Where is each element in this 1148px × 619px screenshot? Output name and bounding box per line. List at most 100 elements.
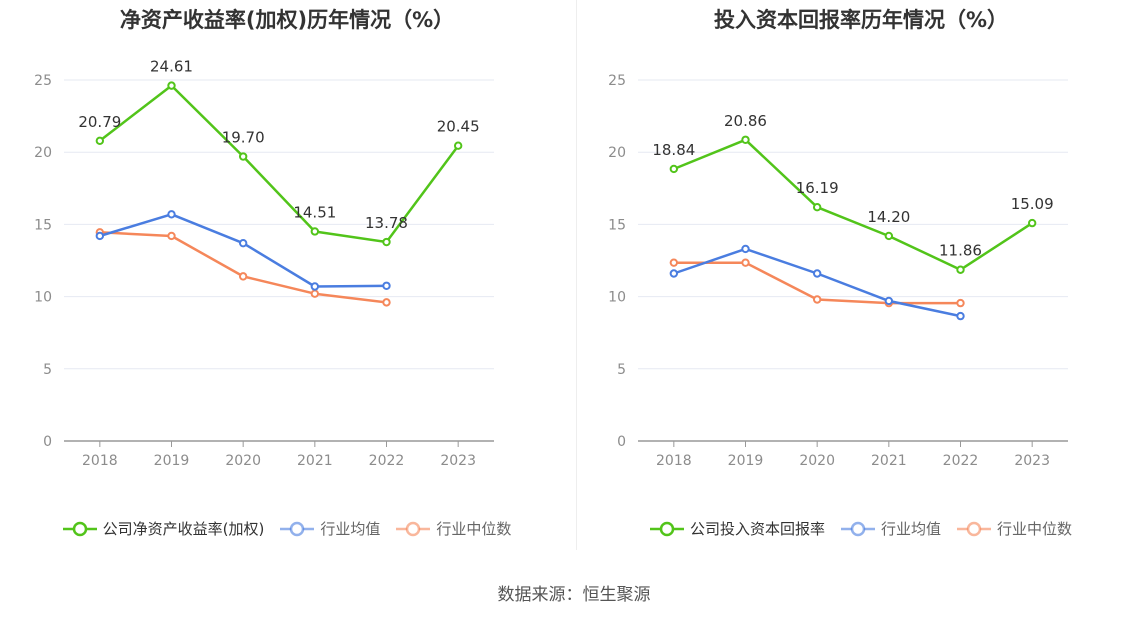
y-tick-label: 0 xyxy=(617,434,626,450)
y-tick-label: 0 xyxy=(43,434,52,450)
data-label: 20.79 xyxy=(78,113,121,131)
data-point xyxy=(812,269,822,278)
y-tick-label: 25 xyxy=(608,73,626,89)
y-tick-label: 10 xyxy=(34,290,52,306)
data-point xyxy=(238,272,248,281)
x-tick-label: 2022 xyxy=(369,453,405,469)
series-line xyxy=(99,84,460,244)
y-tick-label: 20 xyxy=(608,145,626,161)
data-point xyxy=(167,81,176,90)
data-label: 13.78 xyxy=(365,214,408,232)
legend-marker xyxy=(290,521,305,536)
legend-item[interactable]: 行业均值 xyxy=(840,518,941,539)
x-tick-label: 2018 xyxy=(656,453,692,469)
data-point xyxy=(167,231,176,241)
data-label: 14.51 xyxy=(293,203,336,221)
data-point xyxy=(669,164,679,174)
data-point xyxy=(956,311,965,321)
legend-swatch xyxy=(957,521,991,536)
data-label: 18.84 xyxy=(652,141,695,159)
legend-label: 公司投入资本回报率 xyxy=(689,520,825,538)
series-line xyxy=(673,247,961,318)
legend-item[interactable]: 行业均值 xyxy=(280,518,380,539)
data-point xyxy=(382,237,391,247)
data-point xyxy=(669,258,679,267)
data-point xyxy=(812,295,822,304)
series-line xyxy=(673,138,1033,271)
x-tick-label: 2020 xyxy=(225,453,261,469)
data-point xyxy=(741,244,750,254)
legend-label: 行业均值 xyxy=(320,520,381,538)
y-tick-label: 5 xyxy=(617,362,626,378)
legend-label: 公司净资产收益率(加权) xyxy=(102,520,265,538)
x-tick-label: 2020 xyxy=(799,453,835,469)
data-point xyxy=(167,210,176,219)
data-point xyxy=(1027,218,1037,228)
data-point xyxy=(310,282,320,291)
data-label: 14.20 xyxy=(867,208,910,226)
legend-swatch xyxy=(62,521,97,536)
chart-title: 净资产收益率(加权)历年情况（%） xyxy=(119,8,455,32)
y-tick-label: 15 xyxy=(34,217,52,233)
legend-swatch xyxy=(840,521,875,536)
roe-legend: 公司净资产收益率(加权) 行业均值 行业中位数 xyxy=(0,518,574,539)
data-label: 19.70 xyxy=(222,129,265,147)
data-point xyxy=(382,298,391,307)
data-point xyxy=(382,281,391,290)
legend-item[interactable]: 行业中位数 xyxy=(396,518,511,539)
x-tick-label: 2023 xyxy=(1014,453,1050,469)
x-tick-label: 2022 xyxy=(943,453,979,469)
legend-swatch xyxy=(649,521,684,536)
panel-divider xyxy=(576,0,577,550)
legend-label: 行业均值 xyxy=(880,520,941,538)
legend-marker xyxy=(966,521,982,536)
data-point xyxy=(95,231,105,241)
legend-marker xyxy=(659,521,675,536)
data-label: 20.86 xyxy=(724,112,767,130)
data-label: 11.86 xyxy=(939,242,982,260)
data-point xyxy=(741,135,750,144)
chart-title: 投入资本回报率历年情况（%） xyxy=(713,8,1009,32)
data-point xyxy=(238,152,248,161)
data-point xyxy=(669,269,679,278)
x-tick-label: 2021 xyxy=(871,453,907,469)
legend-swatch xyxy=(396,521,431,536)
y-tick-label: 15 xyxy=(608,217,626,233)
legend-swatch xyxy=(280,521,315,536)
y-tick-label: 20 xyxy=(34,145,52,161)
y-tick-label: 10 xyxy=(608,290,626,306)
data-point xyxy=(884,231,894,241)
legend-item[interactable]: 公司投入资本回报率 xyxy=(649,518,825,539)
data-point xyxy=(310,227,320,236)
data-point xyxy=(884,296,894,306)
data-point xyxy=(310,289,320,298)
x-tick-label: 2019 xyxy=(728,453,764,469)
legend-marker xyxy=(72,521,87,536)
legend-label: 行业中位数 xyxy=(997,520,1073,538)
roic-chart-plot: 0 5 10 15 20 25 2018 2019 2020 2021 2022 2023 18.84 2… xyxy=(608,73,1068,469)
legend-marker xyxy=(406,521,421,536)
legend-marker xyxy=(850,521,866,536)
y-tick-label: 5 xyxy=(43,362,52,378)
roe-chart-plot: 0 5 10 15 20 25 2018 2019 2020 2021 2022 2023 20.79 2… xyxy=(34,58,494,469)
data-point xyxy=(812,203,822,212)
data-label: 16.19 xyxy=(796,179,839,197)
x-tick-label: 2021 xyxy=(297,453,333,469)
legend-item[interactable]: 公司净资产收益率(加权) xyxy=(62,518,265,539)
legend-label: 行业中位数 xyxy=(436,520,512,538)
data-point xyxy=(95,136,105,145)
legend-item[interactable]: 行业中位数 xyxy=(957,518,1072,539)
data-point xyxy=(238,238,248,248)
data-label: 24.61 xyxy=(150,58,193,76)
data-point xyxy=(741,258,750,267)
x-tick-label: 2018 xyxy=(82,453,118,469)
data-label: 20.45 xyxy=(437,118,480,136)
data-source-note: 数据来源：恒生聚源 xyxy=(497,585,651,605)
data-point xyxy=(453,141,463,150)
data-point xyxy=(956,265,965,274)
roe-chart-panel: 净资产收益率(加权)历年情况（%） 0 5 10 15 20 25 2018 2019 2020… xyxy=(0,0,574,550)
data-label: 15.09 xyxy=(1011,195,1054,213)
x-tick-label: 2023 xyxy=(440,453,476,469)
x-tick-label: 2019 xyxy=(154,453,190,469)
roic-chart-panel: 投入资本回报率历年情况（%） 0 5 10 15 20 25 2018 2019 2020 202… xyxy=(574,0,1148,550)
